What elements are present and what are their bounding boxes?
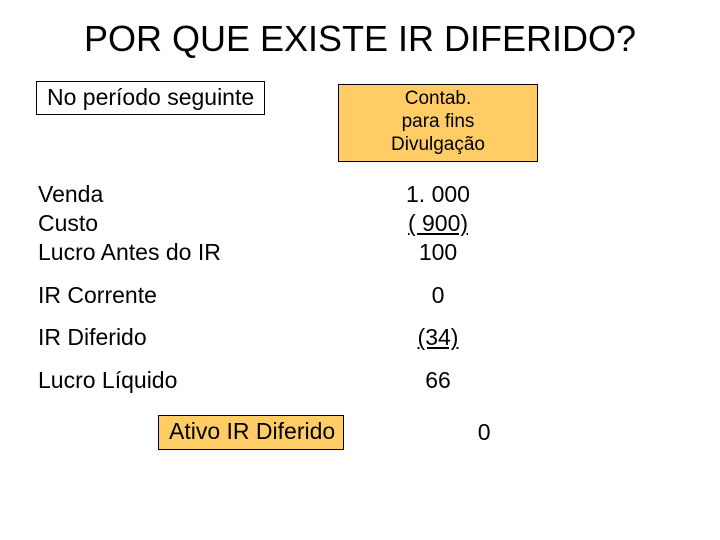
label-ir-corrente: IR Corrente [38,281,338,310]
contab-line1: Contab. [405,88,472,109]
ativo-ir-diferido-value: 0 [424,419,544,446]
value-custo: ( 900) [338,209,538,238]
contab-line3: Divulgação [391,134,485,155]
value-ir-diferido: (34) [418,324,459,350]
value-lucro-liquido: 66 [338,366,538,395]
label-venda: Venda [38,180,338,209]
contab-label-box: Contab. para fins Divulgação [338,84,538,162]
value-venda: 1. 000 [338,180,538,209]
period-label-box: No período seguinte [36,81,265,115]
footer-row: Ativo IR Diferido 0 [38,415,682,450]
header-right-cell: Contab. para fins Divulgação [338,84,538,162]
label-lucro-liquido: Lucro Líquido [38,366,338,395]
row-venda-custo-lucro: Venda Custo Lucro Antes do IR 1. 000 ( 9… [38,180,682,266]
label-custo: Custo [38,209,338,238]
row-ir-diferido: IR Diferido (34) [38,323,682,352]
label-ir-diferido: IR Diferido [38,323,338,352]
value-ir-corrente: 0 [338,281,538,310]
row-lucro-liquido: Lucro Líquido 66 [38,366,682,395]
slide-title: POR QUE EXISTE IR DIFERIDO? [38,18,682,60]
label-lucro-antes: Lucro Antes do IR [38,238,338,267]
header-left-cell: No período seguinte [38,84,338,111]
contab-line2: para fins [402,111,475,132]
row-ir-corrente: IR Corrente 0 [38,281,682,310]
ativo-ir-diferido-box: Ativo IR Diferido [158,415,344,450]
value-lucro-antes: 100 [338,238,538,267]
